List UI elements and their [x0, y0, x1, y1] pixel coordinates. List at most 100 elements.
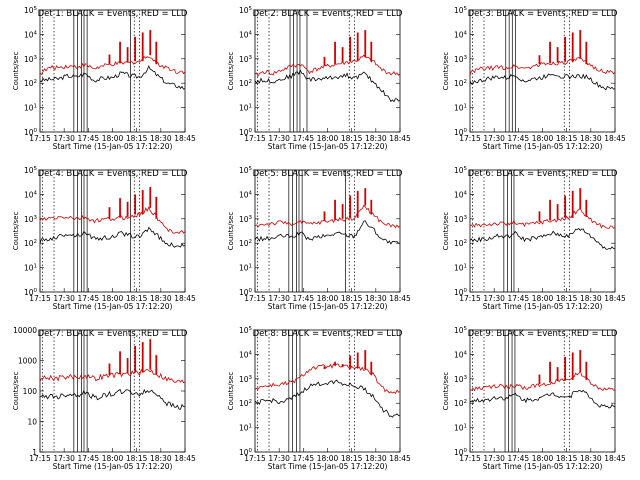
- x-tick-label: 17:30: [53, 294, 75, 303]
- x-tick-label: 18:00: [532, 454, 554, 463]
- events-series: [39, 65, 186, 90]
- y-axis-label: Counts/sec: [12, 372, 20, 411]
- y-tick-label: 100: [23, 387, 38, 396]
- x-tick-label: 18:00: [317, 294, 339, 303]
- x-tick-label: 17:30: [483, 454, 505, 463]
- x-tick-label: 18:15: [341, 294, 363, 303]
- x-tick-label: 17:45: [508, 454, 530, 463]
- plot-frame: [39, 329, 186, 453]
- y-tick-label: 100: [454, 128, 468, 137]
- y-tick-label: 105: [239, 6, 253, 15]
- detector-panel: Det 7: BLACK = Events, RED = LLD 1 10 100 10…: [12, 326, 196, 471]
- x-tick-label: 18:00: [317, 134, 339, 143]
- y-axis-label: Counts/sec: [442, 212, 450, 251]
- y-tick-label: 105: [454, 166, 468, 175]
- lld-series: [469, 208, 616, 229]
- y-tick-label: 104: [454, 350, 468, 359]
- x-tick-label: 18:15: [556, 294, 578, 303]
- y-tick-label: 10: [27, 418, 37, 427]
- x-axis-label: Start Time (15-Jan-05 17:12:20): [53, 302, 173, 311]
- detector-panel: Det 6: BLACK = Events, RED = LLD 100 101 10…: [442, 166, 626, 311]
- x-tick-label: 18:15: [126, 134, 148, 143]
- y-tick-label: 102: [454, 239, 467, 248]
- y-axis-label: Counts/sec: [12, 212, 20, 251]
- y-tick-label: 102: [239, 79, 252, 88]
- panel-title: Det 8: BLACK = Events, RED = LLD: [253, 329, 403, 339]
- x-tick-label: 17:30: [483, 134, 505, 143]
- panel-title: Det 3: BLACK = Events, RED = LLD: [468, 9, 618, 19]
- lld-series: [39, 368, 186, 384]
- x-tick-label: 17:45: [293, 134, 315, 143]
- y-tick-label: 101: [239, 104, 252, 113]
- x-tick-label: 17:30: [268, 134, 290, 143]
- x-tick-label: 18:00: [532, 294, 554, 303]
- y-axis-label: Counts/sec: [442, 52, 450, 91]
- detector-panel: Det 3: BLACK = Events, RED = LLD 100 101 10…: [442, 6, 626, 151]
- y-tick-label: 101: [24, 104, 37, 113]
- panel-title: Det 9: BLACK = Events, RED = LLD: [468, 329, 618, 339]
- y-axis-label: Counts/sec: [227, 372, 235, 411]
- y-tick-label: 105: [24, 6, 38, 15]
- lld-series: [254, 54, 401, 77]
- x-tick-label: 18:15: [126, 454, 148, 463]
- x-tick-label: 18:30: [150, 294, 172, 303]
- events-series: [254, 379, 401, 418]
- x-tick-label: 17:45: [78, 294, 100, 303]
- y-tick-label: 103: [454, 215, 468, 224]
- x-tick-label: 17:45: [293, 454, 315, 463]
- y-axis-label: Counts/sec: [442, 372, 450, 411]
- x-tick-label: 18:45: [389, 454, 411, 463]
- plot-frame: [254, 9, 401, 133]
- y-tick-label: 105: [24, 166, 38, 175]
- detector-panel: Det 2: BLACK = Events, RED = LLD 100 101 10…: [227, 6, 411, 151]
- y-tick-label: 104: [454, 30, 468, 39]
- y-tick-label: 101: [239, 264, 252, 273]
- y-tick-label: 105: [239, 166, 253, 175]
- x-tick-label: 18:30: [580, 134, 602, 143]
- y-tick-label: 104: [239, 190, 253, 199]
- plot-frame: [469, 9, 616, 133]
- x-tick-label: 17:45: [508, 294, 530, 303]
- x-tick-label: 17:45: [293, 294, 315, 303]
- x-axis-label: Start Time (15-Jan-05 17:12:20): [268, 302, 388, 311]
- y-tick-label: 100: [454, 448, 468, 457]
- y-tick-label: 100: [24, 128, 38, 137]
- x-tick-label: 18:00: [102, 454, 124, 463]
- y-tick-label: 1000: [18, 357, 37, 366]
- x-axis-label: Start Time (15-Jan-05 17:12:20): [268, 462, 388, 471]
- events-series: [469, 227, 616, 250]
- detector-panel: Det 4: BLACK = Events, RED = LLD 100 101 10…: [12, 166, 196, 311]
- x-tick-label: 17:30: [268, 454, 290, 463]
- x-tick-label: 18:45: [389, 294, 411, 303]
- x-tick-label: 18:30: [150, 134, 172, 143]
- x-tick-label: 18:30: [580, 294, 602, 303]
- x-axis-label: Start Time (15-Jan-05 17:12:20): [53, 462, 173, 471]
- lld-series: [39, 206, 186, 235]
- detector-panel: Det 9: BLACK = Events, RED = LLD 100 101 10…: [442, 326, 626, 471]
- x-tick-label: 18:30: [150, 454, 172, 463]
- y-tick-label: 105: [454, 326, 468, 335]
- plot-frame: [254, 329, 401, 453]
- x-tick-label: 18:45: [604, 454, 626, 463]
- x-tick-label: 17:15: [29, 294, 51, 303]
- plot-frame: [254, 169, 401, 293]
- y-tick-label: 103: [454, 55, 468, 64]
- panel-title: Det 4: BLACK = Events, RED = LLD: [38, 169, 188, 179]
- x-tick-label: 17:15: [459, 294, 481, 303]
- x-tick-label: 18:00: [532, 134, 554, 143]
- y-tick-label: 102: [454, 399, 467, 408]
- plot-frame: [469, 329, 616, 453]
- x-tick-label: 18:45: [604, 294, 626, 303]
- y-tick-label: 105: [239, 326, 253, 335]
- detector-panel: Det 5: BLACK = Events, RED = LLD 100 101 10…: [227, 166, 411, 311]
- events-series: [469, 389, 616, 409]
- plot-frame: [39, 169, 186, 293]
- lld-series: [469, 370, 616, 392]
- x-tick-label: 17:30: [53, 454, 75, 463]
- detector-panel: Det 8: BLACK = Events, RED = LLD 100 101 10…: [227, 326, 411, 471]
- y-tick-label: 103: [24, 215, 38, 224]
- x-tick-label: 18:30: [365, 454, 387, 463]
- events-series: [469, 73, 616, 91]
- x-tick-label: 18:45: [604, 134, 626, 143]
- x-tick-label: 18:45: [174, 454, 196, 463]
